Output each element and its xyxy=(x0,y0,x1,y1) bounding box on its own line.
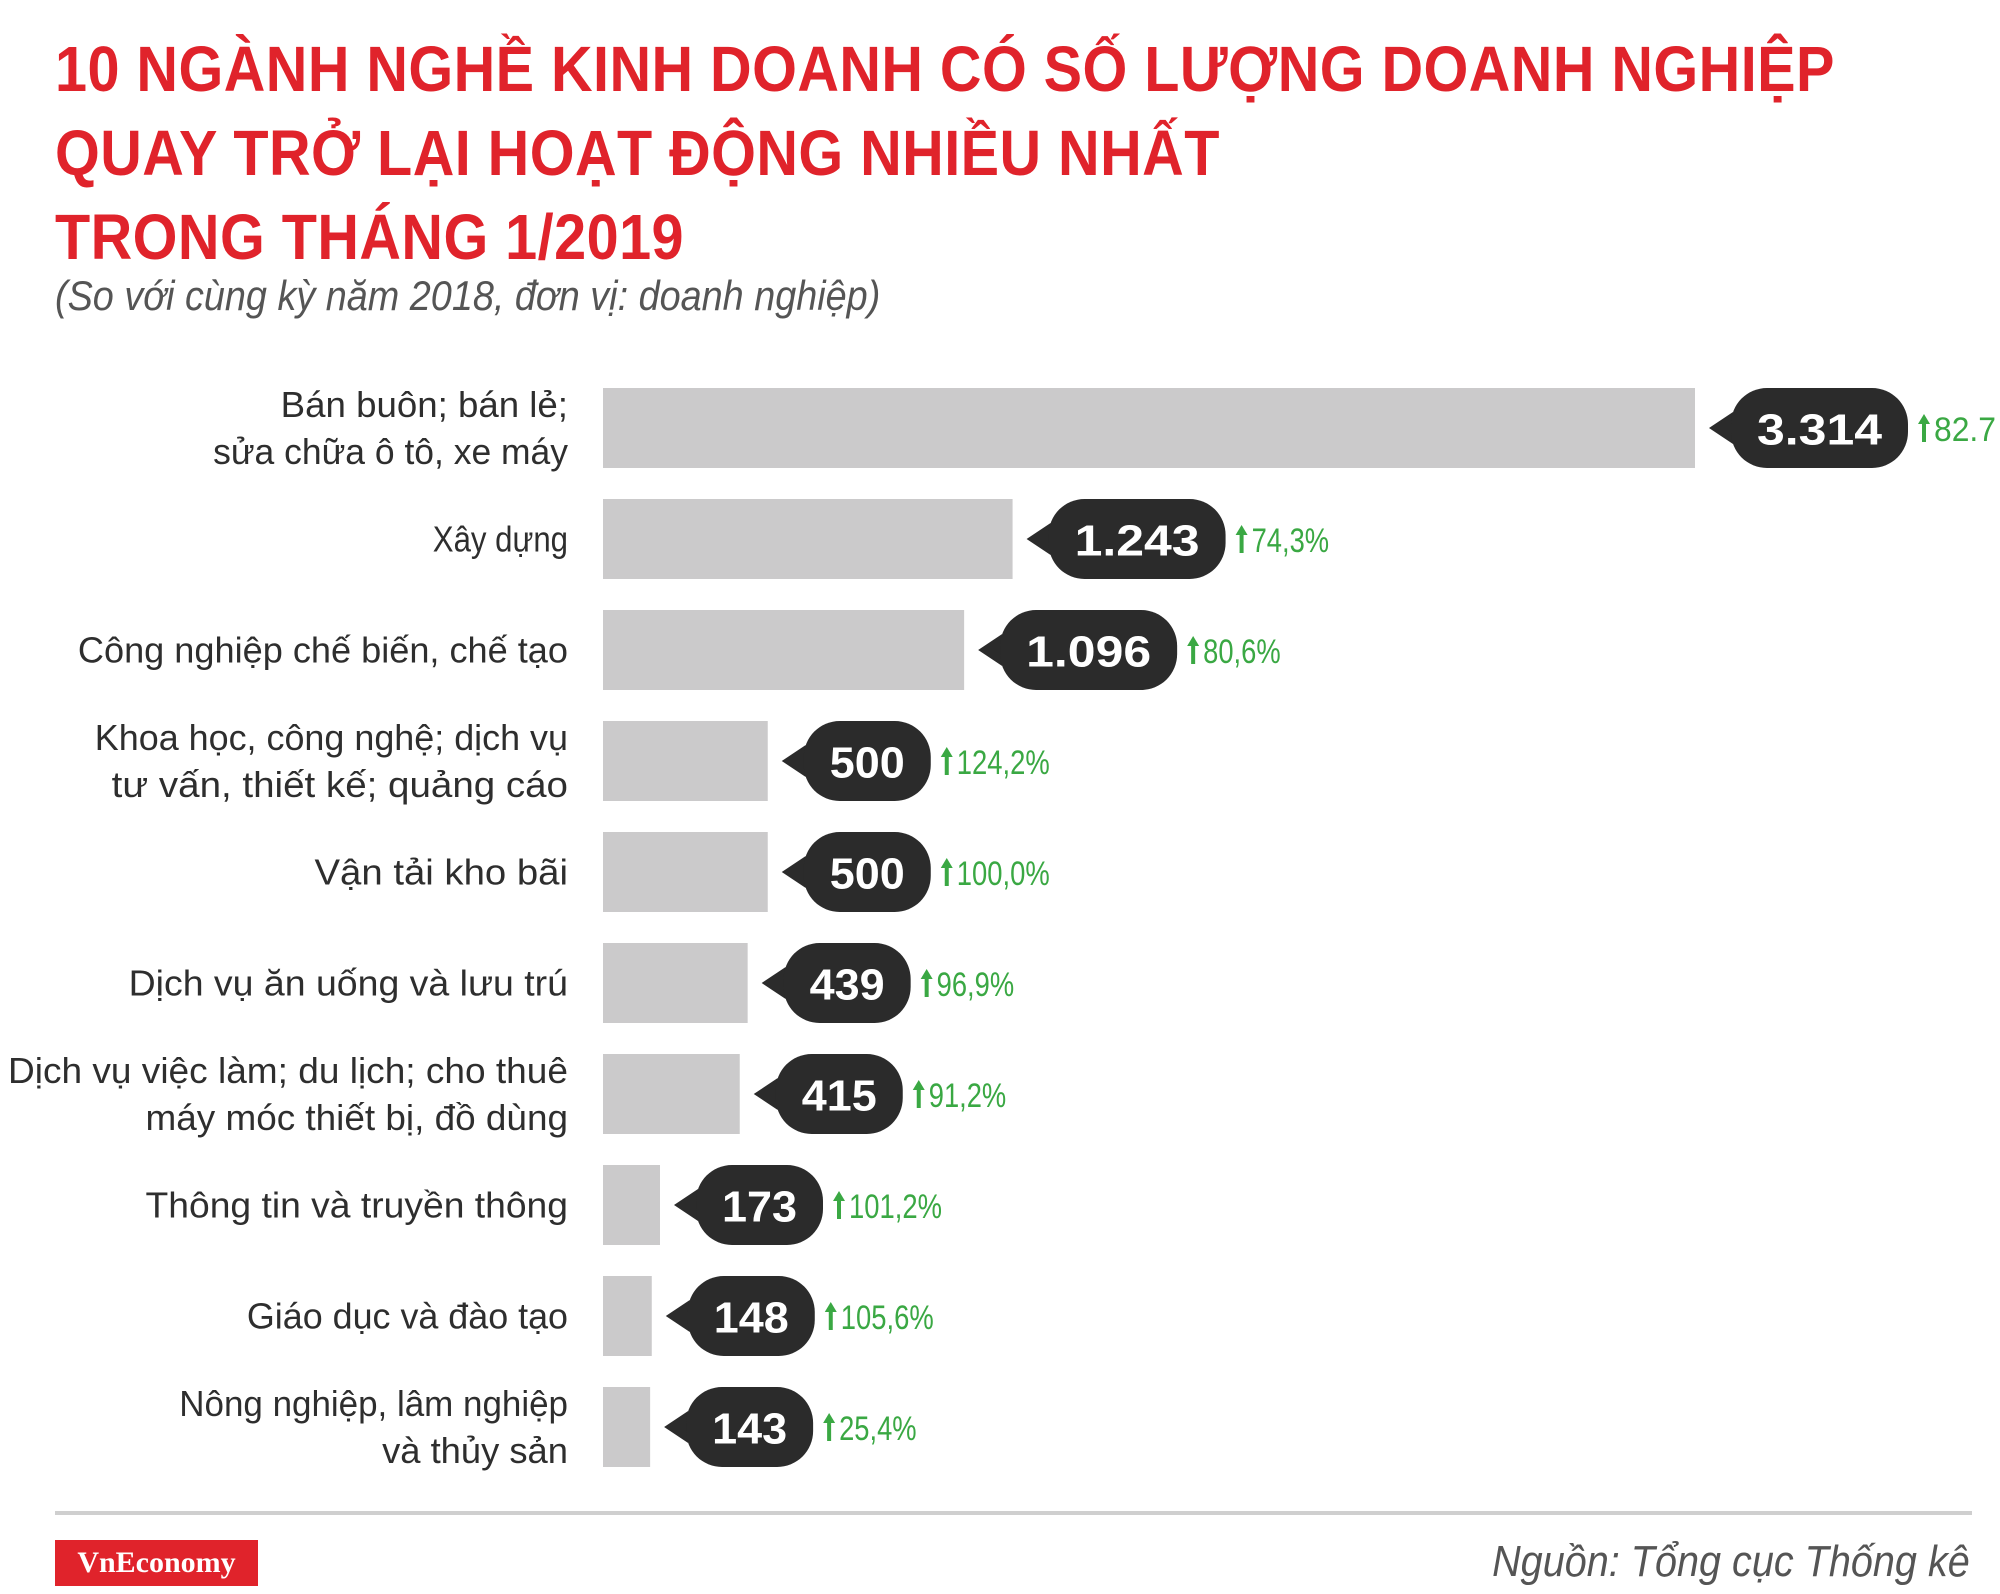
up-arrow-icon xyxy=(920,969,933,997)
bar xyxy=(603,388,1695,468)
value-label: 143 xyxy=(712,1405,787,1454)
up-arrow-icon xyxy=(940,747,953,775)
value-bubble-pointer xyxy=(761,967,786,999)
value-label: 415 xyxy=(802,1072,877,1121)
category-label: Vận tải kho bãi xyxy=(315,852,569,893)
value-label: 1.096 xyxy=(1026,628,1151,677)
category-label: Dịch vụ ăn uống và lưu trú xyxy=(129,963,568,1004)
up-arrow-icon xyxy=(1235,525,1248,553)
bar xyxy=(603,1165,661,1245)
bar-chart: Bán buôn; bán lẻ; sửa chữa ô tô, xe máy 3.… xyxy=(8,384,1996,1471)
value-bubble-pointer xyxy=(781,745,806,777)
value-bubble-pointer xyxy=(674,1189,699,1221)
growth-label: 124,2% xyxy=(957,744,1050,782)
value-label: 3.314 xyxy=(1757,406,1883,455)
category-label: tư vấn, thiết kế; quảng cáo xyxy=(112,764,568,805)
up-arrow-icon xyxy=(824,1302,837,1330)
category-label: sửa chữa ô tô, xe máy xyxy=(213,431,568,472)
growth-label: 82.7 xyxy=(1934,411,1996,449)
title-line-2: QUAY TRỞ LẠI HOẠT ĐỘNG NHIỀU NHẤT xyxy=(55,117,1220,189)
value-label: 173 xyxy=(722,1183,797,1232)
value-bubble xyxy=(803,721,931,801)
value-label: 1.243 xyxy=(1075,517,1200,566)
value-bubble xyxy=(803,832,931,912)
category-label: Thông tin và truyền thông xyxy=(146,1185,569,1226)
title-line-1: 10 NGÀNH NGHỀ KINH DOANH CÓ SỐ LƯỢNG DOA… xyxy=(55,33,1835,105)
category-label: Xây dựng xyxy=(433,519,568,560)
value-bubble xyxy=(687,1276,815,1356)
up-arrow-icon xyxy=(833,1191,846,1219)
value-bubble-pointer xyxy=(753,1078,778,1110)
value-bubble-pointer xyxy=(665,1300,690,1332)
up-arrow-icon xyxy=(1187,636,1200,664)
up-arrow-icon xyxy=(940,858,953,886)
value-bubble-pointer xyxy=(978,634,1003,666)
category-label: và thủy sản xyxy=(382,1430,568,1471)
growth-label: 25,4% xyxy=(839,1410,917,1448)
footer-divider xyxy=(55,1511,1972,1515)
growth-label: 105,6% xyxy=(841,1299,934,1337)
brand-logo: VnEconomy xyxy=(55,1540,258,1586)
value-bubble xyxy=(783,943,911,1023)
value-bubble xyxy=(1000,610,1178,690)
bar xyxy=(603,610,965,690)
up-arrow-icon xyxy=(1918,414,1930,442)
bar xyxy=(603,1054,740,1134)
value-bubble xyxy=(696,1165,824,1245)
value-bubble xyxy=(1048,499,1226,579)
value-bubble xyxy=(686,1387,814,1467)
bar xyxy=(603,499,1013,579)
category-label: Khoa học, công nghệ; dịch vụ xyxy=(95,717,568,758)
source-note: Nguồn: Tổng cục Thống kê xyxy=(1492,1537,1970,1586)
value-bubble-pointer xyxy=(1709,412,1733,444)
value-bubble xyxy=(1731,388,1908,468)
growth-label: 101,2% xyxy=(849,1188,942,1226)
value-label: 148 xyxy=(714,1294,789,1343)
category-label: Dịch vụ việc làm; du lịch; cho thuê xyxy=(8,1050,568,1091)
title-line-3: TRONG THÁNG 1/2019 xyxy=(55,201,685,273)
chart-subtitle: (So với cùng kỳ năm 2018, đơn vị: doanh … xyxy=(55,272,881,319)
bar xyxy=(603,832,768,912)
bar xyxy=(603,1276,652,1356)
bar xyxy=(603,943,748,1023)
category-label: máy móc thiết bị, đồ dùng xyxy=(146,1097,569,1138)
value-bubble-pointer xyxy=(664,1411,689,1443)
category-label: Bán buôn; bán lẻ; xyxy=(281,384,568,425)
growth-label: 74,3% xyxy=(1252,522,1330,560)
growth-label: 100,0% xyxy=(957,855,1050,893)
value-bubble xyxy=(775,1054,903,1134)
up-arrow-icon xyxy=(823,1413,836,1441)
category-label: Giáo dục và đào tạo xyxy=(247,1296,568,1337)
value-label: 500 xyxy=(830,739,905,788)
growth-label: 91,2% xyxy=(929,1077,1007,1115)
growth-label: 96,9% xyxy=(937,966,1015,1004)
category-label: Nông nghiệp, lâm nghiệp xyxy=(179,1383,568,1424)
bar xyxy=(603,721,768,801)
value-bubble-pointer xyxy=(1026,523,1051,555)
value-label: 439 xyxy=(810,961,885,1010)
growth-label: 80,6% xyxy=(1203,633,1281,671)
bar xyxy=(603,1387,651,1467)
category-label: Công nghiệp chế biến, chế tạo xyxy=(78,630,568,671)
value-label: 500 xyxy=(830,850,905,899)
up-arrow-icon xyxy=(912,1080,925,1108)
value-bubble-pointer xyxy=(781,856,806,888)
